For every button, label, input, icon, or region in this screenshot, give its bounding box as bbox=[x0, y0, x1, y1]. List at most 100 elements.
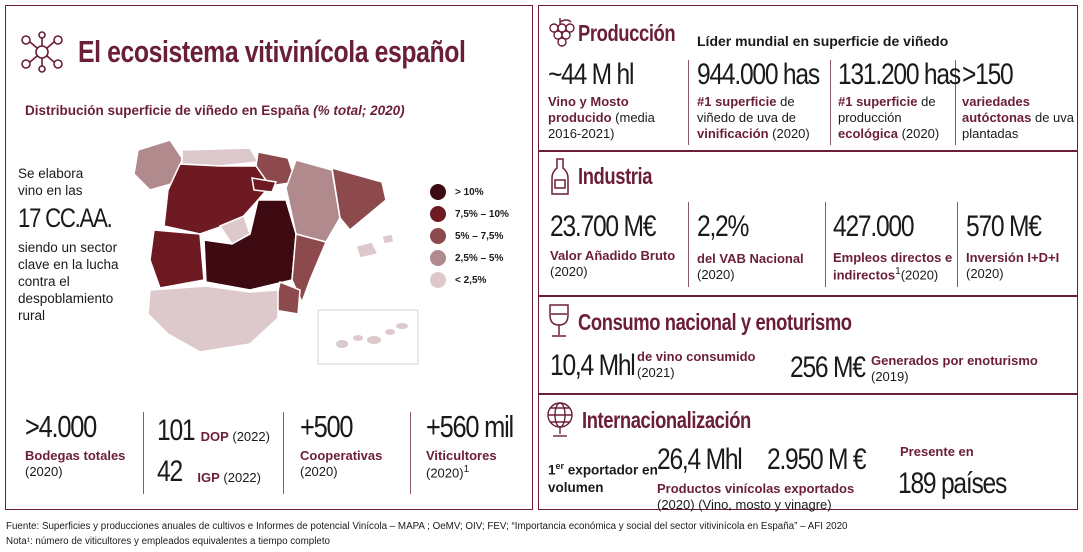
legend-item: 7,5% – 10% bbox=[430, 203, 509, 225]
region-castilla-leon bbox=[163, 163, 271, 235]
stat-value: 42 bbox=[157, 455, 183, 488]
stat-divider bbox=[957, 202, 958, 287]
stat-value: 570 M€ bbox=[966, 210, 1042, 243]
intro-line-2: vino en las bbox=[18, 183, 83, 198]
stat-detail: de uva plantadas bbox=[962, 110, 1075, 141]
stat-value: 944.000 has bbox=[697, 58, 820, 91]
stat-label-2: vinificación bbox=[697, 126, 769, 141]
region-castilla-la-mancha bbox=[203, 199, 297, 291]
region-andalucia bbox=[147, 285, 279, 353]
stat-value: 101 bbox=[157, 414, 196, 447]
legend-swatch bbox=[430, 272, 446, 288]
page-title: El ecosistema vitivinícola español bbox=[78, 34, 466, 69]
stat-label: IGP bbox=[197, 470, 220, 485]
footer-source: Fuente: Superficies y producciones anual… bbox=[6, 521, 848, 532]
ind-stat-1: 23.700 M€ Valor Añadido Bruto (2020) bbox=[550, 210, 682, 280]
section-divider bbox=[538, 393, 1078, 395]
stat-label: Empleos directos e indirectos bbox=[833, 250, 953, 283]
map-title: Distribución superficie de viñedo en Esp… bbox=[25, 103, 405, 118]
legend-item: < 2,5% bbox=[430, 269, 509, 291]
legend-item: 5% – 7,5% bbox=[430, 225, 509, 247]
stat-label: Bodegas totales bbox=[25, 448, 126, 463]
map-title-text: Distribución superficie de viñedo en Esp… bbox=[25, 103, 310, 118]
stat-label-2: ecológica bbox=[838, 126, 898, 141]
stat-label: DOP bbox=[200, 429, 229, 444]
intro-text: Se elabora vino en las 17 CC.AA. siendo … bbox=[18, 165, 143, 324]
stat-year: (2020) bbox=[900, 267, 939, 283]
stat-year: (2020) bbox=[966, 266, 1004, 281]
intro-line-1: Se elabora bbox=[18, 166, 84, 181]
stat-divider bbox=[143, 412, 144, 494]
stat-label: Productos vinícolas exportados bbox=[657, 481, 855, 496]
stat-year: (2020) bbox=[426, 465, 464, 481]
map-legend: > 10% 7,5% – 10% 5% – 7,5% 2,5% – 5% < 2… bbox=[430, 181, 509, 291]
stat-year: (2019) bbox=[871, 369, 909, 384]
section-title-consumo: Consumo nacional y enoturismo bbox=[578, 309, 852, 335]
stat-year: (2021) bbox=[637, 365, 675, 380]
spain-map bbox=[120, 130, 425, 370]
footer-note: Nota¹: número de viticultores y empleado… bbox=[6, 536, 331, 547]
stat-divider bbox=[688, 202, 689, 287]
grapes-icon bbox=[545, 16, 575, 50]
footnote-mark: 1 bbox=[463, 464, 470, 475]
stat-label: variedades autóctonas bbox=[962, 94, 1032, 125]
present-label: Presente en bbox=[900, 444, 974, 459]
stat-value: ~44 M hl bbox=[548, 58, 634, 91]
prod-stat-2: 944.000 has #1 superficie de viñedo de u… bbox=[697, 58, 827, 142]
stat-viticultores: +560 mil Viticultores (2020)1 bbox=[426, 408, 532, 481]
prod-stat-1: ~44 M hl Vino y Mosto producido (media 2… bbox=[548, 58, 683, 142]
stat-label: Valor Añadido Bruto bbox=[550, 248, 676, 263]
region-cataluna bbox=[331, 166, 387, 232]
exporter-number: 1 bbox=[548, 462, 556, 478]
legend-swatch bbox=[430, 206, 446, 222]
stat-label: Inversión I+D+I bbox=[966, 250, 1060, 265]
stat-value: +560 mil bbox=[426, 409, 514, 444]
stat-dop: 101 DOP (2022) bbox=[157, 414, 270, 448]
produccion-subtitle: Líder mundial en superficie de viñedo bbox=[697, 33, 949, 49]
stat-divider bbox=[283, 412, 284, 494]
stat-year: (2020) bbox=[550, 264, 588, 279]
stat-detail: de producción bbox=[838, 94, 936, 125]
section-title-produccion: Producción bbox=[578, 20, 676, 46]
stat-cooperativas: +500 Cooperativas (2020) bbox=[300, 408, 382, 480]
legend-swatch bbox=[430, 184, 446, 200]
footnote-mark: 1 bbox=[895, 266, 901, 277]
exporter-text: exportador en volumen bbox=[548, 462, 658, 495]
left-panel bbox=[5, 5, 533, 510]
stat-divider bbox=[955, 60, 956, 145]
stat-value: 2,2% bbox=[697, 210, 749, 243]
legend-item: 2,5% – 5% bbox=[430, 247, 509, 269]
intro-big: 17 CC.AA. bbox=[18, 203, 113, 233]
export-products: Productos vinícolas exportados (2020) (V… bbox=[657, 481, 854, 513]
ind-stat-4: 570 M€ Inversión I+D+I (2020) bbox=[966, 210, 1076, 282]
section-title-industria: Industria bbox=[578, 163, 653, 189]
region-canarias bbox=[336, 323, 408, 348]
stat-divider bbox=[830, 60, 831, 145]
consumo-label-2: Generados por enoturismo (2019) bbox=[871, 353, 1038, 385]
section-divider bbox=[538, 150, 1078, 152]
section-title-internacional: Internacionalización bbox=[582, 407, 751, 433]
stat-divider bbox=[825, 202, 826, 287]
region-pais-vasco-navarra bbox=[255, 151, 297, 187]
stat-label: Viticultores bbox=[426, 448, 497, 463]
stat-year: (2020) bbox=[772, 126, 810, 141]
ind-stat-2: 2,2% del VAB Nacional (2020) bbox=[697, 210, 819, 283]
region-baleares-2 bbox=[381, 233, 395, 245]
stat-value: +500 bbox=[300, 409, 354, 444]
stat-bodegas: >4.000 Bodegas totales (2020) bbox=[25, 408, 125, 480]
legend-swatch bbox=[430, 228, 446, 244]
network-icon bbox=[18, 30, 66, 74]
stat-year: (2020) bbox=[300, 464, 338, 479]
present-value: 189 países bbox=[898, 467, 1007, 500]
stat-year: (2020) bbox=[697, 267, 735, 282]
region-asturias-cantabria bbox=[181, 147, 260, 167]
exporter-suffix: er bbox=[555, 461, 565, 471]
stat-igp: 42 IGP (2022) bbox=[157, 455, 261, 489]
wine-glass-icon bbox=[546, 303, 572, 339]
export-volume: 26,4 Mhl bbox=[657, 443, 743, 476]
bottle-icon bbox=[550, 158, 570, 196]
stat-label: #1 superficie bbox=[838, 94, 918, 109]
stat-year: (2022) bbox=[232, 429, 270, 444]
consumo-value-2: 256 M€ bbox=[790, 351, 866, 384]
stat-year: (2022) bbox=[223, 470, 261, 485]
